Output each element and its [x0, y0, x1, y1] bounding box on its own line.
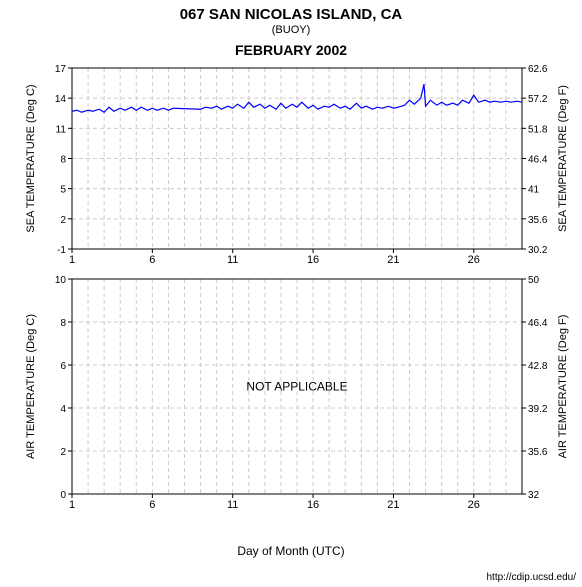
- footer-credit: http://cdip.ucsd.edu/: [486, 572, 576, 583]
- svg-text:30.2: 30.2: [528, 245, 548, 256]
- svg-text:4: 4: [60, 404, 66, 415]
- svg-text:57.2: 57.2: [528, 94, 548, 105]
- svg-text:AIR TEMPERATURE (Deg C): AIR TEMPERATURE (Deg C): [25, 314, 37, 459]
- svg-text:26: 26: [468, 254, 480, 266]
- svg-text:26: 26: [468, 499, 480, 511]
- svg-text:35.6: 35.6: [528, 215, 548, 226]
- svg-text:17: 17: [55, 64, 67, 75]
- svg-text:NOT APPLICABLE: NOT APPLICABLE: [246, 380, 347, 394]
- svg-text:SEA TEMPERATURE (Deg C): SEA TEMPERATURE (Deg C): [25, 84, 37, 232]
- svg-text:11: 11: [56, 124, 67, 135]
- svg-text:46.4: 46.4: [528, 155, 548, 166]
- svg-text:16: 16: [307, 499, 319, 511]
- svg-text:SEA TEMPERATURE (Deg F): SEA TEMPERATURE (Deg F): [557, 85, 569, 232]
- svg-text:16: 16: [307, 254, 319, 266]
- svg-text:46.4: 46.4: [528, 318, 548, 329]
- page-month: FEBRUARY 2002: [0, 42, 582, 58]
- svg-text:5: 5: [60, 185, 66, 196]
- svg-text:62.6: 62.6: [528, 64, 548, 75]
- svg-text:14: 14: [55, 94, 67, 105]
- svg-text:-1: -1: [57, 245, 66, 256]
- svg-text:21: 21: [387, 254, 399, 266]
- svg-text:41: 41: [528, 185, 540, 196]
- svg-text:1: 1: [69, 254, 75, 266]
- charts-svg: 1611162126-125811141730.235.64146.451.85…: [0, 58, 582, 538]
- page-title: 067 SAN NICOLAS ISLAND, CA: [0, 6, 582, 23]
- svg-text:50: 50: [528, 275, 540, 286]
- svg-text:6: 6: [60, 361, 66, 372]
- svg-text:AIR TEMPERATURE (Deg F): AIR TEMPERATURE (Deg F): [557, 315, 569, 459]
- svg-text:11: 11: [227, 499, 238, 511]
- svg-text:10: 10: [55, 275, 67, 286]
- svg-text:32: 32: [528, 490, 540, 501]
- svg-text:1: 1: [69, 499, 75, 511]
- x-axis-label: Day of Month (UTC): [0, 544, 582, 558]
- svg-text:8: 8: [60, 155, 66, 166]
- svg-text:6: 6: [149, 499, 155, 511]
- svg-text:51.8: 51.8: [528, 124, 548, 135]
- svg-text:2: 2: [60, 215, 66, 226]
- page-subtitle: (BUOY): [0, 24, 582, 36]
- svg-text:2: 2: [60, 447, 66, 458]
- svg-text:21: 21: [387, 499, 399, 511]
- svg-text:8: 8: [60, 318, 66, 329]
- svg-text:42.8: 42.8: [528, 361, 548, 372]
- svg-text:11: 11: [227, 254, 238, 266]
- svg-text:0: 0: [60, 490, 66, 501]
- svg-text:39.2: 39.2: [528, 404, 548, 415]
- svg-text:35.6: 35.6: [528, 447, 548, 458]
- svg-text:6: 6: [149, 254, 155, 266]
